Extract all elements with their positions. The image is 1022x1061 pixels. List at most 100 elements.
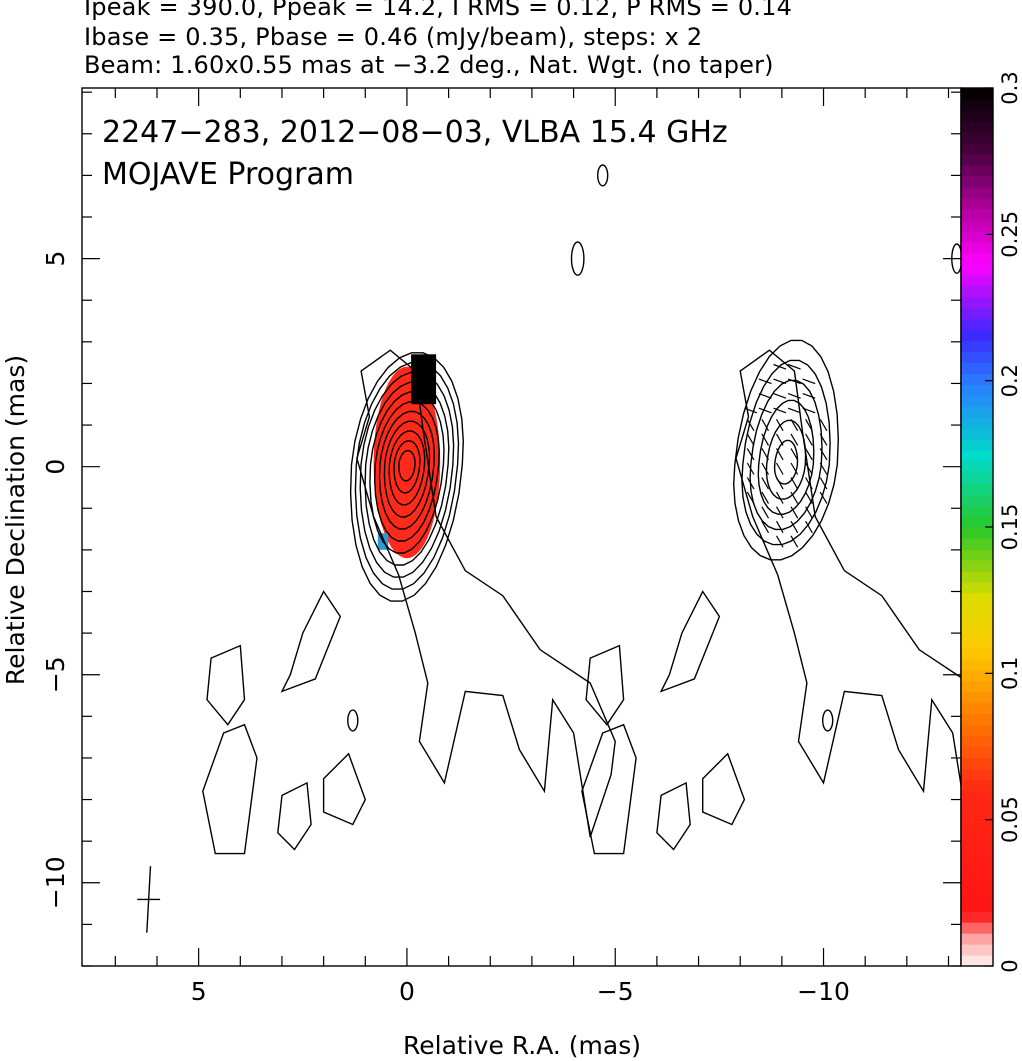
colorbar-segment (961, 768, 993, 781)
contour-level (398, 450, 416, 482)
contour-lobe (659, 590, 721, 693)
colorbar-segment (961, 878, 993, 890)
contour-island (570, 241, 585, 276)
y-axis-label: Relative Declination (mas) (1, 355, 30, 685)
colorbar-segment (961, 724, 993, 737)
header-base-line: Ibase = 0.35, Pbase = 0.46 (mJy/beam), s… (84, 23, 703, 51)
colorbar-segment (961, 109, 993, 122)
colorbar-segment (961, 505, 993, 517)
colorbar-tick-label: 0.15 (998, 504, 1022, 551)
x-tick-label: −10 (797, 977, 850, 1006)
evpa-tick (746, 462, 755, 475)
colorbar-segment (961, 395, 993, 407)
y-tick-label: −5 (41, 656, 70, 693)
colorbar-segment (961, 746, 993, 759)
contour-level (773, 439, 799, 485)
colorbar-segment (961, 120, 993, 133)
evpa-tick (775, 535, 784, 548)
colorbar-tick-label: 0.05 (998, 796, 1022, 843)
contour-lobe (702, 752, 746, 826)
evpa-tick (787, 378, 801, 385)
evpa-tick (790, 506, 799, 519)
colorbar-segment (961, 296, 993, 309)
colorbar-segment (961, 384, 993, 396)
colorbar-segment (961, 472, 993, 484)
evpa-tick (746, 433, 755, 446)
evpa-tick (746, 448, 755, 461)
evpa-tick (761, 506, 770, 519)
contour-level (383, 420, 431, 518)
colorbar-segment (961, 329, 993, 342)
colorbar-tick-label: 0.25 (998, 211, 1022, 258)
evpa-tick (819, 433, 828, 446)
x-tick-label: −5 (597, 977, 634, 1006)
colorbar-segment (961, 263, 993, 276)
colorbar-segment (961, 570, 993, 583)
evpa-tick (746, 491, 755, 504)
evpa-tick (775, 491, 784, 504)
colorbar-segment (961, 933, 993, 945)
colorbar-segment (961, 581, 993, 594)
contour-level (732, 339, 840, 561)
colorbar-segment (961, 428, 993, 440)
contour-island (822, 709, 834, 732)
evpa-tick (790, 535, 799, 548)
evpa-tick (790, 433, 799, 446)
colorbar-segment (961, 274, 993, 287)
y-tick-label: 5 (41, 251, 70, 267)
colorbar-segment (961, 757, 993, 770)
colorbar-segment (961, 208, 993, 221)
evpa-tick (819, 462, 828, 475)
evpa-tick (819, 418, 828, 432)
colorbar-tick-label: 0 (998, 959, 1022, 972)
header-beam-line: Beam: 1.60x0.55 mas at −3.2 deg., Nat. W… (84, 51, 774, 79)
colorbar-segment (961, 153, 993, 166)
evpa-tick (761, 462, 770, 475)
contour-level (378, 410, 436, 530)
colorbar-segment (961, 197, 993, 210)
colorbar-segment (961, 823, 993, 835)
y-tick-label: −10 (41, 856, 70, 909)
evpa-tick (790, 418, 799, 432)
evpa-tick (758, 393, 772, 399)
colorbar-segment (961, 669, 993, 682)
colorbar-segment (961, 548, 993, 561)
evpa-tick (787, 407, 801, 414)
colorbar-segment (961, 702, 993, 715)
contour-level (369, 391, 445, 554)
colorbar-segment (961, 625, 993, 638)
colorbar-segment (961, 318, 993, 331)
contour-level (765, 419, 807, 500)
evpa-tick (805, 462, 813, 475)
contour-level (364, 381, 450, 566)
evpa-tick (775, 520, 784, 534)
colorbar-segment (961, 713, 993, 726)
colorbar-segment (961, 779, 993, 791)
colorbar-segment (961, 219, 993, 232)
colorbar-segment (961, 439, 993, 451)
colorbar-tick-label: 0.1 (998, 657, 1022, 690)
evpa-tick (746, 418, 755, 432)
plot-subtitle: MOJAVE Program (102, 157, 354, 192)
header-stats-line: Ipeak = 390.0, Ppeak = 14.2, I RMS = 0.1… (84, 0, 793, 21)
evpa-tick (775, 419, 784, 432)
evpa-tick (775, 477, 784, 490)
contour-lobe (656, 781, 691, 851)
evpa-tick (819, 491, 828, 504)
evpa-tick (802, 378, 816, 385)
colorbar-segment (961, 340, 993, 352)
evpa-tick (758, 378, 772, 385)
colorbar-segment (961, 516, 993, 528)
evpa-tick (744, 407, 758, 414)
colorbar-segment (961, 603, 993, 616)
colorbar-segment (961, 614, 993, 627)
core-fracpol-fill (373, 366, 441, 559)
colorbar-segment (961, 483, 993, 495)
contour-island (597, 164, 609, 187)
evpa-tick (805, 506, 813, 519)
contour-outer (735, 349, 961, 794)
evpa-tick (805, 520, 813, 534)
plot-frame (81, 87, 962, 967)
colorbar-segment (961, 307, 993, 320)
